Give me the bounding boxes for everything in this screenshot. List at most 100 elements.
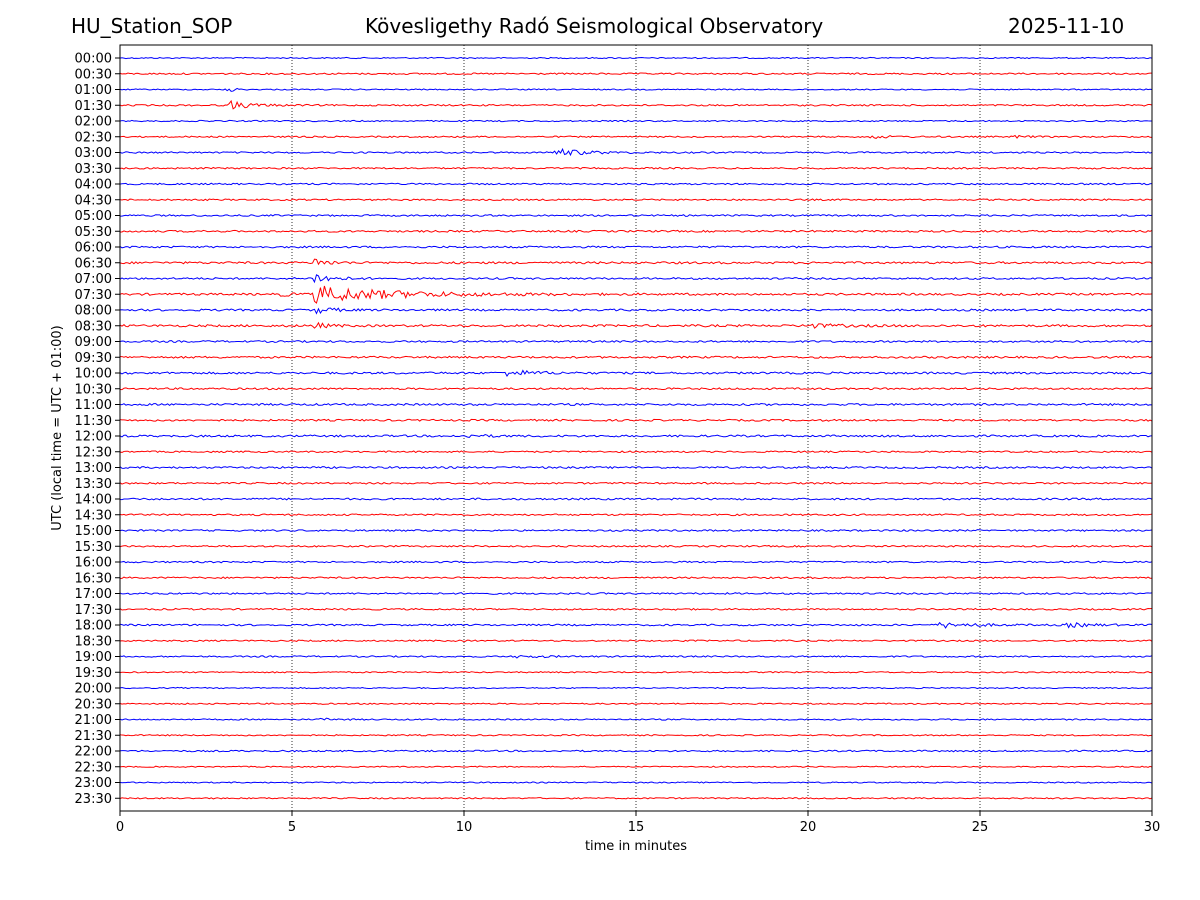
x-tick-label: 10 bbox=[456, 820, 473, 835]
x-tick-label: 25 bbox=[972, 820, 989, 835]
y-tick-label: 18:30 bbox=[75, 634, 112, 649]
y-tick-label: 17:30 bbox=[75, 603, 112, 618]
y-tick-label: 05:00 bbox=[75, 209, 112, 224]
x-axis-label: time in minutes bbox=[585, 839, 687, 854]
trace-row bbox=[120, 465, 1152, 470]
trace-row bbox=[120, 285, 1152, 304]
y-tick-label: 23:30 bbox=[75, 792, 112, 807]
trace-row bbox=[120, 134, 1152, 139]
x-axis: 0 5 10 15 20 25 30 bbox=[116, 811, 1160, 835]
grid bbox=[291, 45, 981, 811]
trace-row bbox=[120, 576, 1152, 580]
trace-row bbox=[120, 166, 1152, 170]
y-tick-label: 07:30 bbox=[75, 288, 112, 303]
trace-row bbox=[120, 72, 1152, 76]
y-tick-label: 07:00 bbox=[75, 272, 112, 287]
trace-row bbox=[120, 497, 1152, 501]
trace-row bbox=[120, 119, 1152, 123]
y-tick-label: 21:00 bbox=[75, 713, 112, 728]
trace-row bbox=[120, 529, 1152, 532]
date-title: 2025-11-10 bbox=[1008, 14, 1125, 38]
y-tick-label: 12:00 bbox=[75, 430, 112, 445]
y-tick-label: 02:00 bbox=[75, 115, 112, 130]
y-tick-label: 04:00 bbox=[75, 178, 112, 193]
y-tick-label: 06:00 bbox=[75, 241, 112, 256]
x-tick-label: 30 bbox=[1144, 820, 1161, 835]
trace-row bbox=[120, 369, 1152, 378]
trace-row bbox=[120, 639, 1152, 643]
trace-row bbox=[120, 99, 1152, 110]
y-tick-label: 13:00 bbox=[75, 461, 112, 476]
y-tick-label: 10:30 bbox=[75, 382, 112, 397]
y-tick-label: 00:00 bbox=[75, 52, 112, 67]
trace-row bbox=[120, 433, 1152, 439]
y-tick-label: 13:30 bbox=[75, 477, 112, 492]
x-tick-label: 20 bbox=[800, 820, 817, 835]
y-tick-label: 16:00 bbox=[75, 556, 112, 571]
trace-row bbox=[120, 321, 1152, 329]
trace-row bbox=[120, 513, 1152, 517]
observatory-title: Kövesligethy Radó Seismological Observat… bbox=[365, 14, 824, 38]
trace-row bbox=[120, 797, 1152, 800]
y-tick-label: 05:30 bbox=[75, 225, 112, 240]
trace-row bbox=[120, 229, 1152, 233]
trace-row bbox=[120, 245, 1152, 249]
trace-row bbox=[120, 544, 1152, 548]
x-tick-label: 15 bbox=[628, 820, 645, 835]
y-tick-label: 02:30 bbox=[75, 130, 112, 145]
y-tick-label: 11:00 bbox=[75, 398, 112, 413]
trace-row bbox=[120, 781, 1152, 784]
y-tick-label: 14:30 bbox=[75, 508, 112, 523]
y-tick-label: 09:30 bbox=[75, 351, 112, 366]
trace-row bbox=[120, 56, 1152, 60]
trace-row bbox=[120, 258, 1152, 266]
y-tick-label: 19:00 bbox=[75, 650, 112, 665]
y-tick-label: 03:00 bbox=[75, 146, 112, 161]
trace-row bbox=[120, 765, 1152, 768]
trace-row bbox=[120, 198, 1152, 202]
trace-row bbox=[120, 734, 1152, 737]
trace-row bbox=[120, 686, 1152, 690]
traces bbox=[120, 56, 1152, 800]
y-tick-label: 17:00 bbox=[75, 587, 112, 602]
y-tick-label: 10:00 bbox=[75, 367, 112, 382]
y-tick-label: 12:30 bbox=[75, 445, 112, 460]
trace-row bbox=[120, 621, 1152, 629]
y-tick-label: 01:30 bbox=[75, 99, 112, 114]
y-tick-label: 08:00 bbox=[75, 304, 112, 319]
trace-row bbox=[120, 147, 1152, 157]
station-title: HU_Station_SOP bbox=[71, 14, 233, 38]
trace-row bbox=[120, 182, 1152, 186]
x-tick-label: 0 bbox=[116, 820, 124, 835]
trace-row bbox=[120, 592, 1152, 595]
trace-row bbox=[120, 560, 1152, 564]
y-tick-label: 16:30 bbox=[75, 571, 112, 586]
trace-row bbox=[120, 87, 1152, 92]
y-tick-label: 06:30 bbox=[75, 256, 112, 271]
y-tick-label: 11:30 bbox=[75, 414, 112, 429]
y-axis-label: UTC (local time = UTC + 01:00) bbox=[50, 325, 65, 530]
trace-row bbox=[120, 702, 1152, 705]
trace-row bbox=[120, 607, 1152, 611]
y-tick-label: 14:00 bbox=[75, 493, 112, 508]
trace-row bbox=[120, 339, 1152, 344]
y-tick-label: 20:00 bbox=[75, 682, 112, 697]
y-tick-label: 04:30 bbox=[75, 193, 112, 208]
trace-row bbox=[120, 481, 1152, 485]
trace-row bbox=[120, 307, 1152, 315]
y-tick-label: 21:30 bbox=[75, 729, 112, 744]
trace-row bbox=[120, 402, 1152, 407]
y-tick-label: 18:00 bbox=[75, 619, 112, 634]
y-tick-label: 03:30 bbox=[75, 162, 112, 177]
trace-row bbox=[120, 418, 1152, 422]
y-tick-label: 08:30 bbox=[75, 319, 112, 334]
y-tick-label: 09:00 bbox=[75, 335, 112, 350]
trace-row bbox=[120, 214, 1152, 217]
y-tick-label: 15:00 bbox=[75, 524, 112, 539]
y-tick-label: 01:00 bbox=[75, 83, 112, 98]
trace-row bbox=[120, 450, 1152, 454]
y-tick-label: 23:00 bbox=[75, 776, 112, 791]
trace-row bbox=[120, 671, 1152, 674]
trace-row bbox=[120, 274, 1152, 284]
